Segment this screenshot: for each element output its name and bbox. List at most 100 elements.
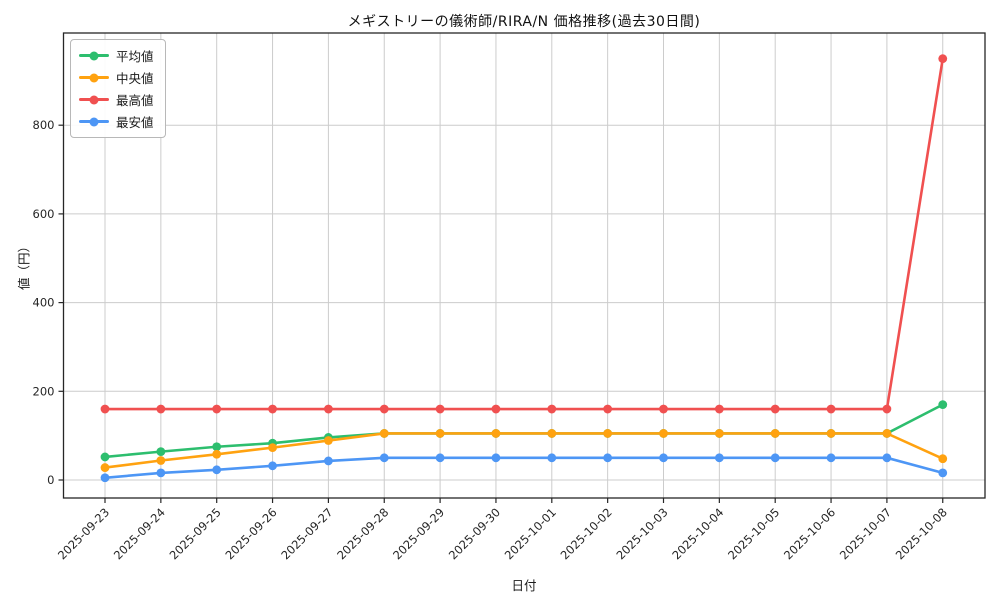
series-point-median — [100, 463, 110, 472]
legend-label-average: 平均値 — [116, 49, 154, 64]
series-point-median — [938, 454, 948, 464]
series-point-median — [156, 456, 166, 465]
x-tick-label: 2025-10-07 — [837, 505, 894, 562]
chart-title: メギストリーの儀術師/RIRA/N 価格推移(過去30日間) — [347, 14, 701, 30]
x-tick-label: 2025-10-06 — [781, 505, 838, 562]
legend-marker-min — [79, 115, 109, 128]
x-tick-label: 2025-10-05 — [725, 505, 782, 562]
series-point-min — [435, 453, 445, 463]
legend-dot-min — [89, 117, 99, 126]
series-point-median — [547, 429, 557, 438]
series-point-median — [268, 443, 277, 453]
series-point-average — [938, 400, 948, 410]
series-point-median — [212, 449, 222, 459]
series-point-min — [826, 453, 836, 463]
series-point-max — [100, 404, 110, 414]
x-tick-label: 2025-10-02 — [558, 505, 615, 562]
y-tick-label: 400 — [33, 296, 55, 310]
series-point-median — [435, 429, 445, 438]
legend-dot-average — [89, 51, 99, 60]
series-point-median — [379, 429, 389, 438]
series-point-median — [659, 429, 668, 438]
series-point-max — [268, 404, 277, 414]
series-point-min — [714, 453, 724, 463]
series-point-max — [826, 404, 836, 414]
series-line-average — [103, 403, 945, 459]
series-point-max — [324, 404, 333, 414]
legend-dot-median — [89, 73, 99, 82]
legend-item-average: 平均値 — [79, 46, 154, 65]
series-point-max — [379, 404, 389, 414]
x-tick-label: 2025-10-08 — [893, 505, 950, 562]
series-point-min — [491, 453, 501, 463]
series-line-median — [103, 432, 945, 469]
series-line-min — [103, 456, 945, 480]
series-point-average — [212, 442, 222, 452]
x-tick-label: 2025-10-04 — [669, 505, 726, 562]
series-point-min — [268, 461, 277, 471]
legend-item-max: 最高値 — [79, 90, 154, 109]
series-point-min — [547, 453, 557, 463]
axes-spines — [62, 32, 986, 499]
series-point-median — [882, 429, 892, 438]
y-tick-label: 0 — [47, 473, 54, 487]
legend-item-median: 中央値 — [79, 68, 154, 87]
x-tick-label: 2025-10-01 — [502, 505, 559, 562]
x-tick-label: 2025-09-29 — [390, 505, 447, 562]
legend-label-min: 最安値 — [116, 115, 154, 130]
legend-dot-max — [89, 95, 99, 104]
series-point-max — [714, 404, 724, 414]
series-point-average — [156, 447, 166, 457]
y-tick-label: 200 — [33, 384, 55, 398]
y-tick-label: 600 — [33, 207, 55, 221]
x-tick-label: 2025-09-28 — [334, 505, 391, 562]
series-point-median — [826, 429, 836, 438]
chart-legend: 平均値中央値最高値最安値 — [70, 39, 166, 138]
series-point-median — [603, 429, 613, 438]
series-point-max — [603, 404, 613, 414]
series-point-min — [603, 453, 613, 463]
x-tick-label: 2025-09-25 — [167, 505, 224, 562]
legend-label-median: 中央値 — [116, 71, 154, 86]
x-tick-label: 2025-09-23 — [55, 505, 112, 562]
x-axis-label: 日付 — [511, 578, 537, 593]
x-tick-label: 2025-10-03 — [613, 505, 670, 562]
series-point-median — [324, 436, 333, 445]
x-tick-label: 2025-09-30 — [446, 505, 503, 562]
legend-label-max: 最高値 — [116, 93, 154, 108]
series-point-max — [212, 404, 222, 414]
series-point-median — [770, 429, 780, 438]
series-point-min — [100, 473, 110, 483]
series-point-min — [938, 468, 948, 478]
series-point-min — [379, 453, 389, 463]
series-point-min — [324, 456, 333, 466]
legend-marker-median — [79, 71, 109, 84]
series-point-median — [714, 429, 724, 438]
x-tick-label: 2025-09-24 — [111, 505, 168, 562]
series-point-max — [659, 404, 668, 414]
series-point-min — [156, 468, 166, 478]
series-point-min — [770, 453, 780, 463]
series-point-max — [435, 404, 445, 414]
series-point-max — [938, 54, 948, 64]
y-axis-label: 値（円） — [16, 239, 32, 291]
series-point-max — [547, 404, 557, 414]
x-tick-label: 2025-09-27 — [278, 505, 335, 562]
series-point-min — [882, 453, 892, 463]
series-point-max — [770, 404, 780, 414]
series-point-max — [882, 404, 892, 414]
legend-marker-average — [79, 49, 109, 62]
series-point-median — [491, 429, 501, 438]
series-point-average — [100, 452, 110, 462]
series-point-max — [491, 404, 501, 414]
x-tick-label: 2025-09-26 — [223, 505, 280, 562]
legend-marker-max — [79, 93, 109, 106]
legend-item-min: 最安値 — [79, 112, 154, 131]
series-point-min — [659, 453, 668, 463]
series-point-max — [156, 404, 166, 414]
y-tick-label: 800 — [33, 118, 55, 132]
series-line-max — [103, 57, 945, 411]
series-point-min — [212, 465, 222, 475]
